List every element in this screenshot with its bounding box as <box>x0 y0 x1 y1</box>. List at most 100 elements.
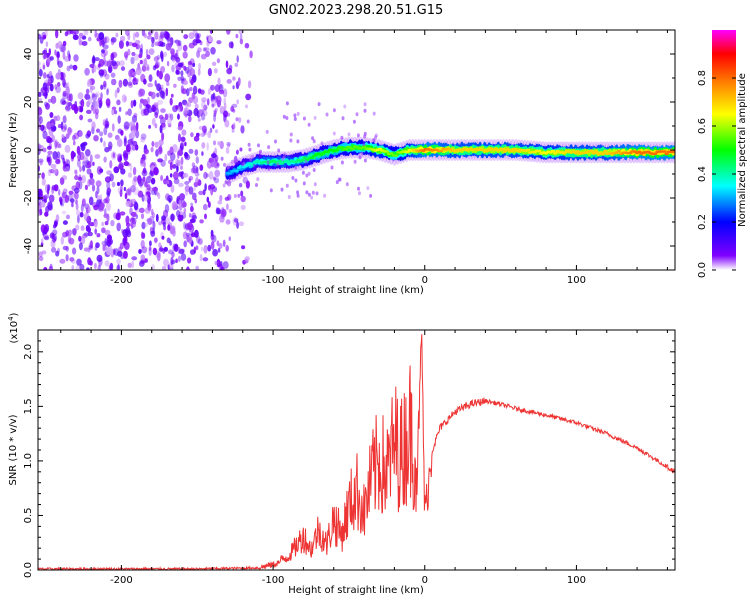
spectrogram-noise-cell <box>77 154 81 160</box>
spectrogram-noise-cell <box>233 218 239 223</box>
spectrogram-noise-cell <box>92 161 95 166</box>
spectrogram-noise-cell <box>156 191 159 197</box>
spectrogram-ridge-cell <box>293 160 298 164</box>
spectrogram-noise-cell <box>203 47 210 52</box>
spectrogram-noise-cell <box>106 180 111 190</box>
spectrogram-noise-cell <box>103 245 108 251</box>
spectrogram-noise-cell <box>362 142 366 147</box>
spectrogram-noise-cell <box>213 110 217 115</box>
spectrogram-noise-cell <box>107 132 113 138</box>
spectrogram-ridge-cell <box>286 161 292 165</box>
spectrogram-noise-cell <box>131 115 138 123</box>
spectrogram-noise-cell <box>99 131 104 137</box>
x-tick-label: -100 <box>262 575 285 586</box>
spectrogram-noise-cell <box>145 48 149 57</box>
spectrogram-noise-cell <box>45 102 50 110</box>
spectrogram-noise-cell <box>172 57 176 63</box>
spectrogram-noise-cell <box>65 230 70 237</box>
spectrogram-noise-cell <box>45 41 49 48</box>
spectrogram-noise-cell <box>267 166 271 171</box>
spectrogram-noise-cell <box>180 75 184 81</box>
spectrogram-noise-cell <box>89 63 96 68</box>
spectrogram-noise-cell <box>129 163 133 172</box>
spectrogram-noise-cell <box>224 196 230 201</box>
spectrogram-noise-cell <box>200 112 206 121</box>
spectrogram-noise-cell <box>76 145 81 155</box>
spectrogram-ridge-cell <box>227 172 233 175</box>
spectrogram-noise-cell <box>94 228 97 235</box>
spectrogram-noise-cell <box>115 212 121 221</box>
spectrogram-noise-cell <box>296 190 300 195</box>
spectrogram-noise-cell <box>63 123 68 131</box>
spectrogram-noise-cell <box>149 240 152 247</box>
spectrogram-noise-cell <box>190 167 197 174</box>
spectrogram-noise-cell <box>64 56 70 62</box>
spectrogram-noise-cell <box>207 88 211 96</box>
spectrogram-noise-cell <box>116 258 121 265</box>
spectrogram-ridge-cell <box>300 158 305 162</box>
spectrogram-noise-cell <box>94 93 99 98</box>
spectrogram-noise-cell <box>215 95 222 105</box>
spectrogram-noise-cell <box>112 152 116 158</box>
spectrogram-noise-cell <box>163 178 168 185</box>
spectrogram-noise-cell <box>49 112 54 118</box>
spectrogram-noise-cell <box>175 158 180 167</box>
spectrogram-noise-cell <box>294 165 298 170</box>
spectrogram-ridge-cell <box>439 149 444 153</box>
spectrogram-noise-cell <box>87 179 91 187</box>
spectrogram-noise-cell <box>72 64 78 71</box>
spectrogram-noise-cell <box>79 114 84 121</box>
spectrogram-noise-cell <box>42 130 48 140</box>
spectrogram-noise-cell <box>144 222 148 228</box>
spectrogram-noise-cell <box>151 36 155 44</box>
spectrogram-noise-cell <box>204 183 207 192</box>
spectrogram-noise-cell <box>89 154 93 163</box>
spectrogram-noise-cell <box>131 129 136 138</box>
spectrogram-noise-cell <box>54 84 58 90</box>
spectrogram-noise-cell <box>123 186 127 192</box>
spectrogram-noise-cell <box>341 116 345 121</box>
spectrogram-noise-cell <box>89 222 95 227</box>
spectrogram-noise-cell <box>107 60 113 68</box>
snr-x-ticks: -200 -100 0 100 <box>60 330 668 586</box>
spectrogram-noise-cell <box>266 160 270 165</box>
spectrogram-noise-cell <box>115 32 119 38</box>
spectrogram-noise-cell <box>293 113 297 118</box>
y-tick-label: 0 <box>23 147 34 153</box>
spectrogram-noise-cell <box>117 187 122 194</box>
spectrogram-noise-cell <box>180 171 185 180</box>
spectrogram-noise-cell <box>355 112 359 117</box>
spectrogram-noise-cell <box>249 50 253 59</box>
spectrogram-noise-cell <box>41 250 47 255</box>
spectrogram-noise-cell <box>171 201 178 211</box>
spectrogram-noise-cell <box>121 94 127 103</box>
spectrogram-noise-cell <box>55 72 61 80</box>
spectrogram-noise-cell <box>211 153 217 159</box>
spectrogram-noise-cell <box>209 127 213 134</box>
spectrogram-noise-cell <box>222 183 226 188</box>
spectrogram-noise-cell <box>169 240 173 246</box>
spectrogram-ylabel: Frequency (Hz) <box>8 112 19 188</box>
spectrogram-noise-cell <box>248 147 252 152</box>
spectrogram-noise-cell <box>179 105 184 112</box>
spectrogram-ridge-cell <box>389 152 394 155</box>
spectrogram-noise-cell <box>201 151 204 156</box>
spectrogram-noise-cell <box>201 142 206 149</box>
spectrogram-noise-cell <box>170 48 175 55</box>
spectrogram-ridge-cell <box>343 147 349 151</box>
spectrogram-noise-cell <box>374 135 378 140</box>
spectrogram-noise-cell <box>244 42 250 49</box>
spectrogram-noise-cell <box>304 159 308 164</box>
spectrogram-noise-cell <box>78 242 83 251</box>
spectrogram-noise-cell <box>103 198 108 204</box>
spectrogram-noise-cell <box>111 123 115 132</box>
spectrogram-noise-cell <box>148 74 153 82</box>
spectrogram-noise-cell <box>161 235 165 240</box>
spectrogram-noise-cell <box>60 121 64 130</box>
spectrogram-noise-cell <box>95 108 99 115</box>
spectrogram-noise-cell <box>130 100 134 109</box>
spectrogram-noise-cell <box>170 259 176 265</box>
spectrogram-noise-cell <box>169 226 176 235</box>
spectrogram-noise-cell <box>96 254 103 262</box>
spectrogram-noise-cell <box>88 244 94 250</box>
